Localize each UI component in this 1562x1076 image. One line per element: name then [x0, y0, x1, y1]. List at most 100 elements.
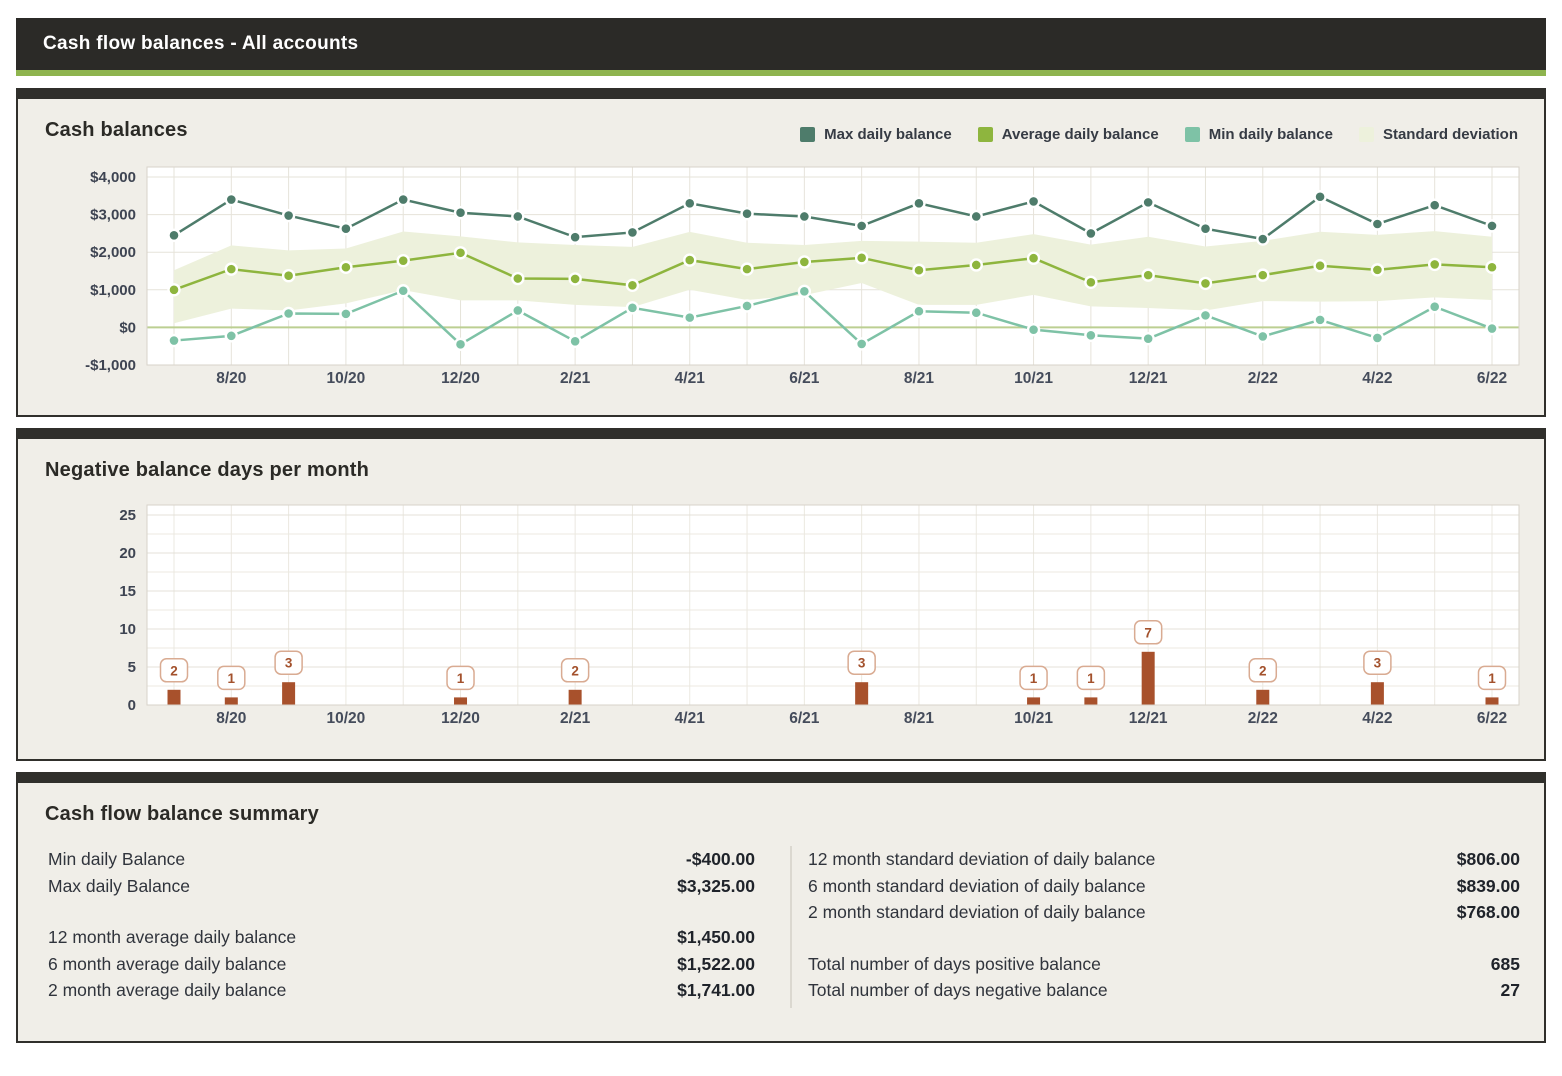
data-point: [797, 209, 812, 224]
data-point: [1026, 322, 1041, 337]
data-point: [1427, 300, 1442, 314]
x-axis-label: 2/22: [1248, 370, 1278, 387]
data-point: [1198, 308, 1213, 323]
negative-days-bar: [1485, 697, 1499, 705]
bar-value-label: 7: [1144, 625, 1152, 640]
negative-days-bar: [1084, 697, 1098, 705]
cash-balances-panel: Cash balances Max daily balance Average d…: [16, 88, 1546, 417]
summary-row-value: $768.00: [1456, 902, 1520, 922]
data-point: [1026, 251, 1041, 265]
bar-value-callout: [847, 650, 876, 675]
bar-value-callout: [217, 665, 246, 691]
negative-days-bar: [855, 682, 869, 705]
data-point: [1485, 219, 1499, 233]
summary-row: 6 month standard deviation of daily bala…: [808, 873, 1520, 900]
y-axis-label: 20: [119, 545, 136, 562]
bar-value-callout: [1363, 650, 1392, 675]
x-axis-label: 10/21: [1014, 370, 1053, 387]
x-axis-label: 10/20: [327, 710, 366, 727]
summary-row: Max daily Balance $3,325.00: [48, 873, 755, 900]
negative-days-bar: [167, 689, 181, 705]
cash-flow-report: Cash flow balances - All accounts Cash b…: [0, 18, 1562, 1043]
data-point: [224, 192, 239, 207]
x-axis-label: 6/22: [1477, 370, 1507, 387]
summary-row-label: 12 month average daily balance: [48, 927, 297, 947]
y-axis-label: $1,000: [90, 282, 136, 299]
data-point: [797, 255, 812, 269]
summary-body: Cash flow balance summary Min daily Bala…: [18, 783, 1544, 1041]
x-axis-label: 8/20: [216, 710, 246, 727]
negative-days-bar: [1370, 682, 1384, 705]
summary-spacer: [48, 899, 755, 924]
min-balance-line: [173, 289, 1493, 346]
y-axis-label: 5: [128, 659, 136, 676]
accent-stripe: [16, 70, 1546, 76]
data-point: [1313, 190, 1327, 204]
y-axis-label: 0: [128, 697, 136, 714]
summary-row-label: 6 month average daily balance: [48, 953, 287, 974]
data-point: [1256, 268, 1270, 282]
data-point: [969, 306, 983, 320]
x-axis-label: 6/21: [789, 370, 820, 387]
std-deviation-band: [174, 231, 1492, 324]
data-point: [1485, 260, 1499, 274]
chart-legend: Max daily balance Average daily balance Mi…: [800, 126, 1518, 143]
negative-days-title: Negative balance days per month: [45, 459, 370, 481]
x-axis-label: 10/21: [1014, 710, 1053, 727]
data-point: [224, 262, 239, 276]
negative-days-panel: Negative balance days per month 0 5 10 15 20…: [16, 428, 1546, 761]
summary-row: Total number of days negative balance 27: [808, 977, 1520, 1004]
legend-swatch: [1184, 127, 1200, 142]
y-axis-label: $0: [119, 319, 136, 336]
x-axis-label: 12/21: [1129, 370, 1168, 387]
bar-value-label: 1: [457, 671, 465, 686]
summary-row: Total number of days positive balance 685: [808, 951, 1520, 978]
summary-row-value: $839.00: [1456, 875, 1520, 896]
negative-days-chart: 0 5 10 15 20 25 2 1 3 1 2 3 1 1 7 2 3 1 8/20 10/20 12/20 2/21…: [119, 504, 1520, 727]
summary-row: 12 month average daily balance $1,450.00: [48, 924, 755, 951]
bar-value-label: 3: [1374, 656, 1382, 671]
data-point: [912, 263, 926, 277]
data-point: [167, 283, 181, 297]
summary-row-label: Total number of days positive balance: [808, 953, 1101, 974]
data-point: [568, 230, 582, 244]
data-point: [453, 337, 468, 352]
bar-value-callout: [446, 665, 475, 691]
data-point: [396, 284, 410, 298]
data-point: [1313, 259, 1327, 273]
y-axis-label: $2,000: [90, 244, 136, 261]
negative-days-bar: [224, 697, 238, 705]
panel-top-border: [18, 90, 1544, 99]
bar-value-callout: [1076, 665, 1106, 691]
y-axis-label: -$1,000: [85, 357, 136, 374]
bar-value-label: 1: [1488, 671, 1496, 686]
legend-item: Max daily balance: [800, 126, 952, 143]
summary-row: 6 month average daily balance $1,522.00: [48, 951, 755, 978]
data-point: [625, 301, 640, 315]
data-point: [740, 206, 754, 221]
bar-value-label: 2: [1259, 663, 1267, 678]
data-point: [224, 329, 239, 343]
negative-days-bar: [568, 689, 582, 705]
summary-left-column: Min daily Balance -$400.00 Max daily Balan…: [48, 846, 755, 1004]
data-point: [854, 219, 869, 233]
x-axis-label: 2/21: [560, 370, 591, 387]
summary-row-value: $1,450.00: [677, 927, 755, 947]
y-axis-label: 10: [119, 621, 136, 638]
data-point: [167, 228, 181, 242]
data-point: [740, 262, 754, 276]
data-point: [1370, 263, 1385, 277]
x-axis-label: 4/22: [1362, 370, 1392, 387]
data-point: [568, 272, 582, 286]
legend-label: Min daily balance: [1208, 126, 1333, 143]
summary-row-value: 27: [1500, 980, 1520, 1000]
x-axis-label: 4/21: [675, 370, 706, 387]
negative-days-bar: [282, 682, 296, 705]
data-point: [797, 284, 812, 299]
x-axis-label: 10/20: [327, 370, 366, 387]
summary-row: 2 month average daily balance $1,741.00: [48, 977, 755, 1004]
data-point: [1084, 328, 1098, 342]
data-point: [854, 251, 869, 265]
x-axis-label: 2/22: [1248, 710, 1278, 727]
x-axis-label: 4/21: [675, 710, 706, 727]
